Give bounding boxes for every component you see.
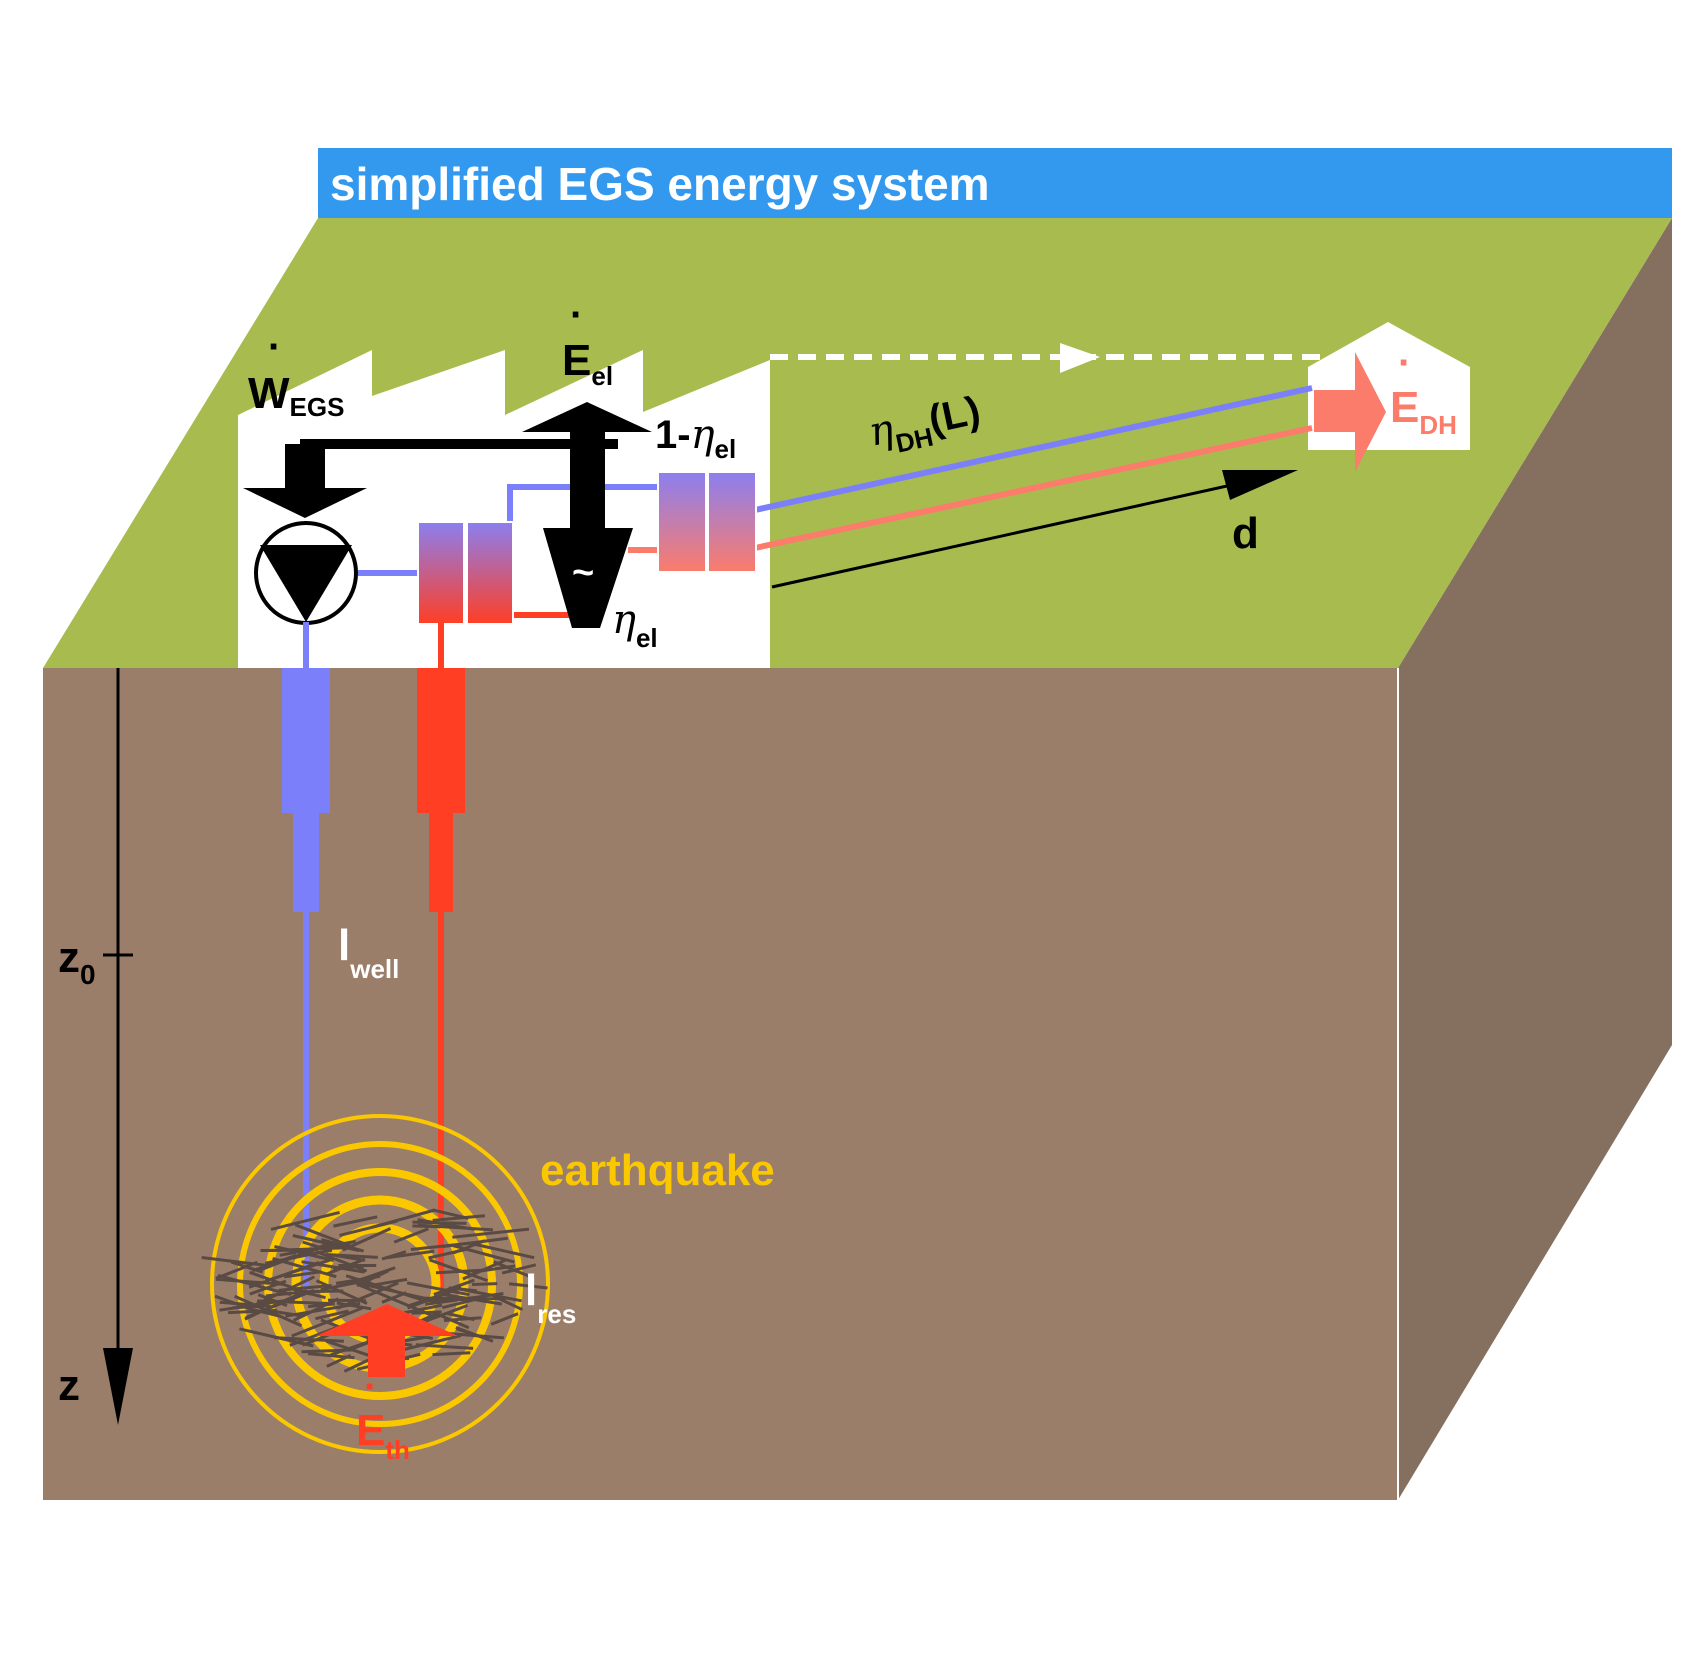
heat-exchanger-2b — [708, 472, 756, 572]
diagram-title: simplified EGS energy system — [330, 158, 990, 210]
e-dh-dot: · — [1398, 341, 1411, 385]
w-egs-dot: · — [268, 325, 281, 369]
earthquake-label: earthquake — [540, 1146, 775, 1195]
z-label: z — [58, 1361, 80, 1410]
ground-front-face — [43, 668, 1398, 1500]
distance-label: d — [1232, 509, 1259, 558]
injection-well-casing — [282, 668, 330, 813]
generator-symbol: ~ — [572, 552, 594, 594]
e-th-dot: · — [364, 1365, 377, 1409]
production-well-casing — [417, 668, 465, 813]
heat-exchanger-1 — [418, 522, 464, 624]
heat-exchanger-2 — [658, 472, 706, 572]
e-el-dot: · — [570, 293, 583, 337]
heat-exchanger-1b — [467, 522, 513, 624]
fracture — [328, 1300, 366, 1301]
production-well-lower-casing — [429, 812, 453, 912]
injection-well-lower-casing — [293, 812, 319, 912]
fracture — [302, 1350, 355, 1352]
fracture — [472, 1284, 497, 1285]
work-input-shaft — [285, 444, 325, 490]
fracture — [433, 1353, 471, 1355]
